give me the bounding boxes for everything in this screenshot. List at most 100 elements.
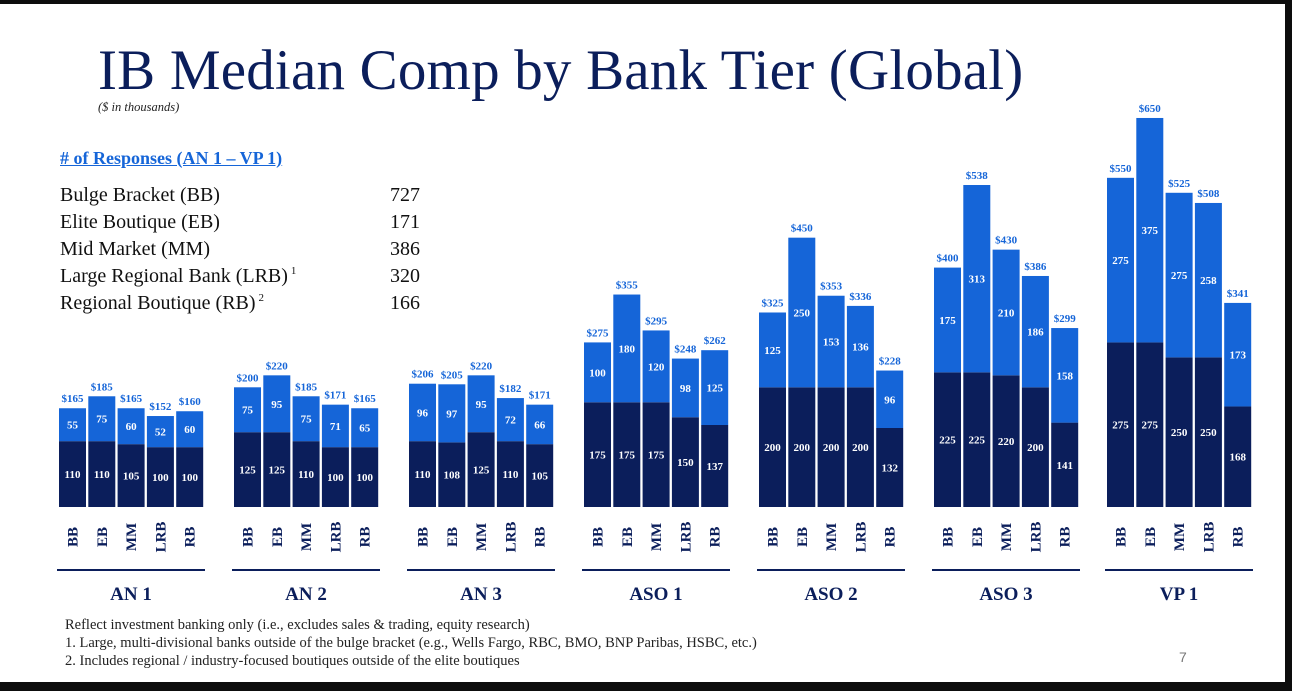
base-value-label: 200 (764, 442, 781, 454)
category-tick-label: EB (620, 527, 636, 547)
total-value-label: $228 (879, 356, 902, 368)
base-value-label: 100 (152, 472, 169, 484)
total-value-label: $275 (587, 327, 610, 339)
response-count: 171 (390, 211, 420, 233)
bar-bonus-aso-2-rb (876, 370, 904, 428)
responses-heading: # of Responses (AN 1 – VP 1) (60, 148, 283, 168)
total-value-label: $430 (995, 235, 1018, 247)
base-value-label: 132 (881, 462, 898, 474)
category-tick-label: EB (445, 527, 461, 547)
bar-bonus-vp-1-mm (1165, 192, 1193, 358)
bonus-value-label: 250 (794, 307, 811, 319)
bonus-value-label: 60 (184, 424, 196, 436)
total-value-label: $355 (616, 280, 639, 292)
bar-bonus-aso-1-eb (613, 294, 641, 403)
base-value-label: 125 (269, 465, 286, 477)
bar-bonus-aso-2-lrb (846, 305, 874, 388)
bar-base-an-2-mm (292, 441, 320, 507)
category-tick-label: BB (241, 527, 257, 547)
bonus-value-label: 125 (764, 345, 781, 357)
bar-bonus-an-3-lrb (496, 398, 524, 442)
response-count: 727 (390, 184, 420, 206)
category-tick-label: EB (270, 527, 286, 547)
base-value-label: 105 (123, 471, 140, 483)
total-value-label: $220 (266, 360, 289, 372)
category-tick-label: LRB (1201, 522, 1217, 553)
bar-base-an-1-mm (117, 444, 145, 507)
category-tick-label: EB (95, 527, 111, 547)
response-label: Mid Market (MM) (60, 238, 210, 260)
base-value-label: 150 (677, 457, 694, 469)
bar-base-aso-1-bb (584, 402, 611, 507)
base-value-label: 200 (852, 442, 869, 454)
response-row-lrb: Large Regional Bank (LRB) 1 320 (60, 265, 420, 292)
total-value-label: $336 (849, 291, 872, 303)
response-label: Elite Boutique (EB) (60, 211, 220, 233)
bar-bonus-aso-2-eb (788, 237, 816, 388)
bonus-value-label: 95 (271, 399, 283, 411)
base-value-label: 125 (239, 465, 256, 477)
bar-base-an-1-bb (59, 441, 86, 507)
footnote-marker: 1 (290, 265, 297, 278)
category-tick-label: EB (1143, 527, 1159, 547)
category-tick-label: BB (591, 527, 607, 547)
stacked-bar-chart: 110 55 $165 BB 110 75 $185 EB 105 60 $165 MM 100 52 $1… (57, 103, 1253, 605)
total-value-label: $171 (529, 390, 551, 402)
bar-bonus-an-3-eb (438, 384, 466, 443)
base-value-label: 250 (1171, 427, 1188, 439)
response-count: 166 (390, 292, 420, 314)
bar-bonus-aso-3-bb (934, 267, 961, 373)
page-number: 7 (1179, 649, 1187, 665)
group-label-an-1: AN 1 (110, 584, 152, 605)
base-value-label: 275 (1142, 420, 1159, 432)
bar-bonus-aso-2-bb (759, 312, 786, 388)
bar-base-aso-3-eb (963, 372, 991, 507)
total-value-label: $171 (324, 390, 346, 402)
response-count: 320 (390, 265, 420, 287)
bar-base-aso-2-bb (759, 387, 786, 507)
base-value-label: 250 (1200, 427, 1217, 439)
category-tick-label: EB (795, 527, 811, 547)
bar-bonus-vp-1-lrb (1194, 202, 1222, 358)
category-tick-label: LRB (328, 522, 344, 553)
total-value-label: $299 (1054, 313, 1077, 325)
category-tick-label: BB (66, 527, 82, 547)
bonus-value-label: 97 (446, 408, 458, 420)
bonus-value-label: 95 (476, 399, 488, 411)
total-value-label: $205 (441, 369, 464, 381)
response-label: Regional Boutique (RB) 2 (60, 292, 265, 314)
base-value-label: 275 (1112, 420, 1129, 432)
footnote-1: 1. Large, multi-divisional banks outside… (65, 635, 757, 651)
bar-bonus-aso-1-bb (584, 342, 611, 403)
bar-base-an-2-eb (263, 432, 291, 507)
total-value-label: $165 (62, 393, 85, 405)
bar-bonus-aso-3-mm (992, 249, 1020, 376)
total-value-label: $220 (470, 360, 493, 372)
bar-base-an-3-mm (467, 432, 495, 507)
group-label-an-2: AN 2 (285, 584, 327, 605)
bonus-value-label: 75 (242, 405, 254, 417)
bar-bonus-an-1-lrb (146, 416, 174, 448)
bar-bonus-an-2-lrb (321, 404, 349, 448)
total-value-label: $206 (412, 369, 435, 381)
category-tick-label: LRB (1028, 522, 1044, 553)
response-row-bb: Bulge Bracket (BB) 727 (60, 184, 420, 211)
category-tick-label: BB (1114, 527, 1130, 547)
bar-base-aso-3-rb (1051, 422, 1079, 507)
base-value-label: 220 (998, 436, 1015, 448)
bar-bonus-an-2-mm (292, 396, 320, 442)
total-value-label: $185 (295, 381, 318, 393)
total-value-label: $341 (1227, 288, 1249, 300)
total-value-label: $152 (149, 401, 172, 413)
base-value-label: 175 (589, 450, 606, 462)
bar-base-an-2-bb (234, 432, 261, 507)
bonus-value-label: 313 (969, 274, 986, 286)
group-label-an-3: AN 3 (460, 584, 502, 605)
response-label: Bulge Bracket (BB) (60, 184, 220, 206)
category-tick-label: MM (649, 523, 665, 551)
bar-base-vp-1-bb (1107, 342, 1134, 507)
bonus-value-label: 186 (1027, 327, 1044, 339)
base-value-label: 125 (473, 465, 490, 477)
slide: IB Median Comp by Bank Tier (Global) ($ … (0, 4, 1285, 682)
footnotes: Reflect investment banking only (i.e., e… (65, 616, 757, 670)
